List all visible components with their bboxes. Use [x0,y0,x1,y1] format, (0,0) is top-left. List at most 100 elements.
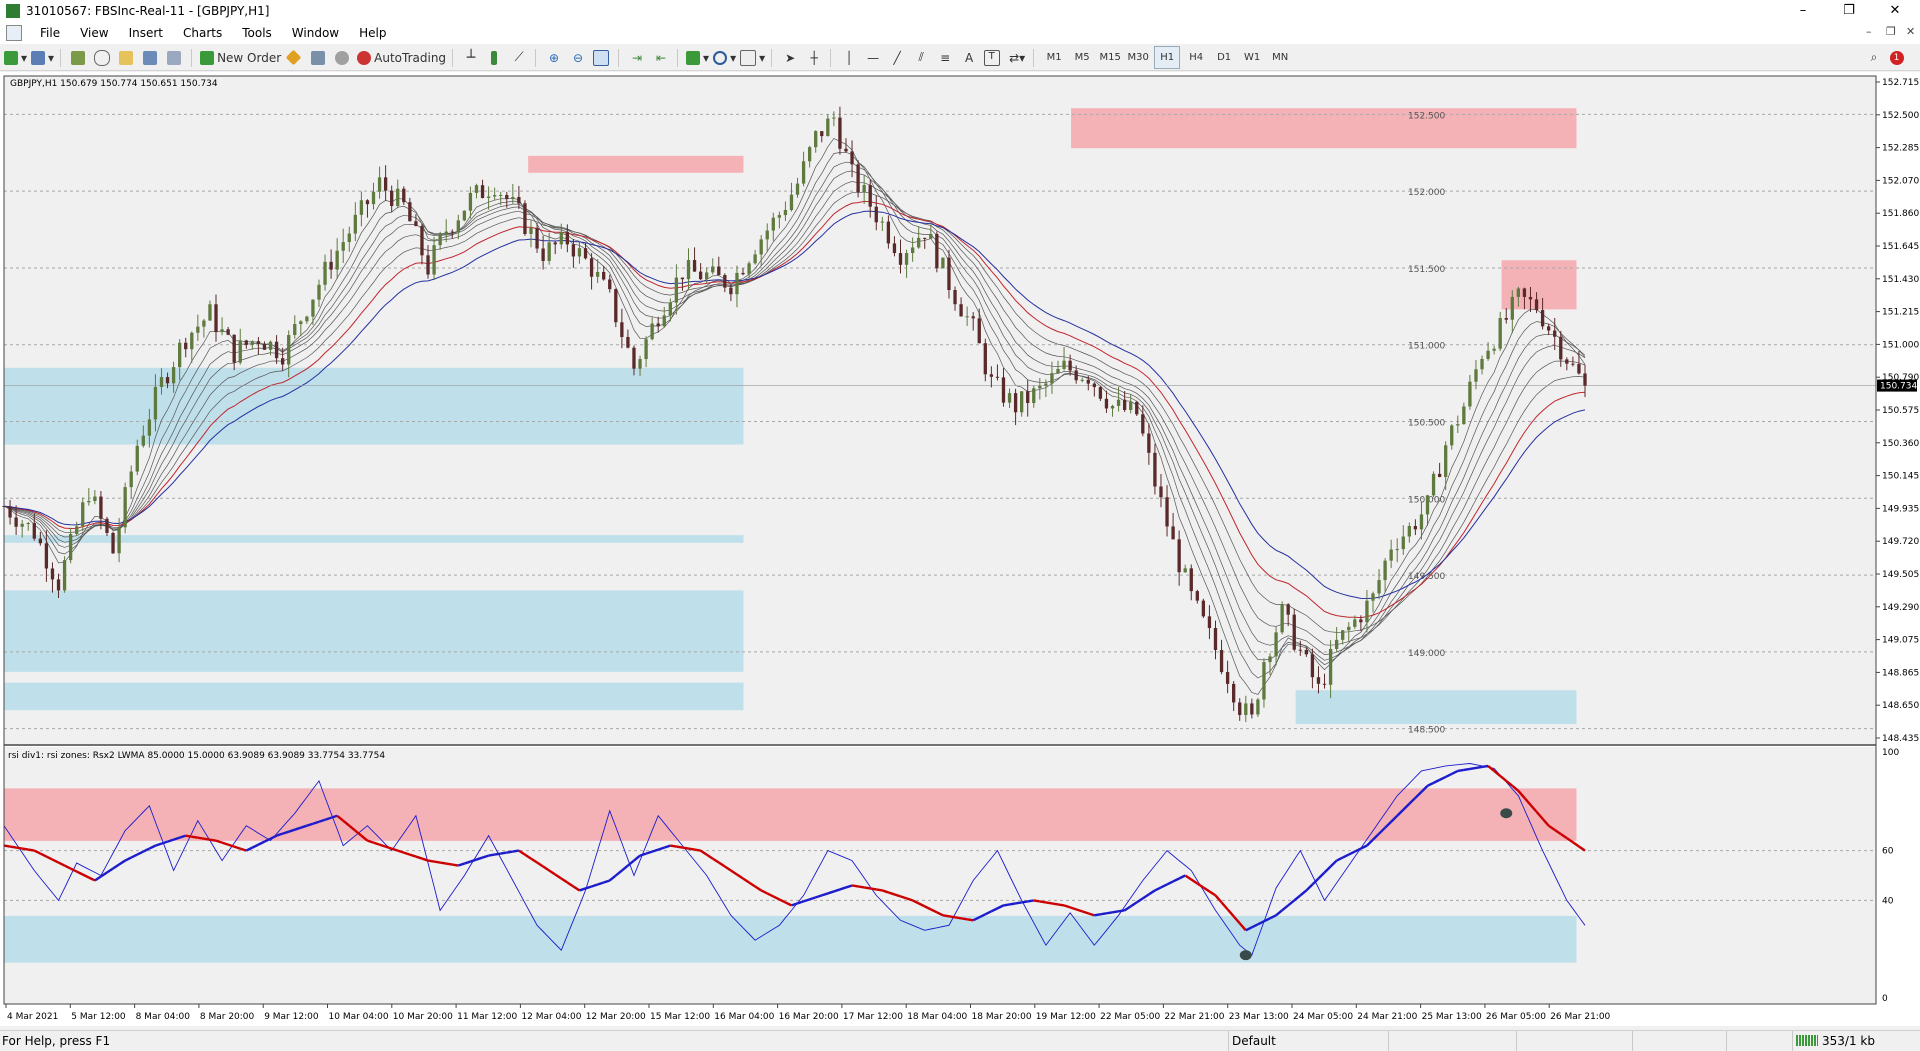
timeframe-m5[interactable]: M5 [1074,52,1090,63]
bear-candle [1141,414,1145,434]
status-help-text: For Help, press F1 [2,1034,111,1048]
timeframe-d1[interactable]: D1 [1217,52,1232,63]
bear-candle [1540,310,1545,327]
navigator-icon[interactable] [93,47,113,68]
search-icon[interactable]: ⌕ [1870,50,1878,64]
rsx-slow-segment [239,847,247,852]
menu-charts[interactable]: Charts [183,26,223,40]
bear-candle [402,188,406,203]
zoom-out-icon[interactable]: ⊖ [573,50,584,65]
bull-candle [474,185,479,193]
new-chart-icon[interactable]: ▾ [4,47,27,68]
chart-canvas[interactable]: 152.500152.000151.500151.000150.500150.0… [0,72,1920,1026]
autotrading-button[interactable]: AutoTrading [357,47,446,68]
new-order-button[interactable]: New Order [200,47,281,68]
crosshair-icon[interactable]: ┼ [810,50,818,65]
bear-candle [1177,539,1181,573]
rsx-slow-segment [542,865,550,872]
timeframe-w1[interactable]: W1 [1244,52,1261,63]
bear-candle [1098,387,1103,399]
terminal-icon[interactable] [141,47,161,68]
menu-tools[interactable]: Tools [242,26,272,40]
mdi-close-button[interactable]: ✕ [1906,25,1916,38]
rsx-slow-segment [1372,832,1380,841]
bull-candle [62,560,67,591]
rsx-slow-segment [391,847,399,852]
rsx-slow-segment [1021,900,1028,904]
rsx-slow-segment [754,885,762,892]
rsx-slow-segment [827,890,835,895]
close-button[interactable]: ✕ [1889,3,1901,18]
menu-view[interactable]: View [80,26,109,40]
vertical-line-icon[interactable]: │ [845,50,853,65]
text-icon[interactable]: A [965,50,974,65]
cursor-icon[interactable]: ➤ [785,50,796,65]
profiles-icon[interactable]: ▾ [31,47,54,68]
line-chart-icon[interactable]: ⟋ [514,50,524,65]
strategy-tester-icon[interactable] [165,47,185,68]
vps-icon[interactable] [333,47,353,68]
mdi-restore-button[interactable]: ❐ [1886,25,1896,38]
bull-candle [93,496,97,501]
menu-insert[interactable]: Insert [128,26,163,40]
bull-candle [335,250,339,270]
arrows-icon[interactable]: ⇄▾ [1009,50,1026,65]
zoom-in-icon[interactable]: ⊕ [549,50,560,65]
price-axis-label: 150.360 [1882,439,1919,449]
bar-chart-icon[interactable]: ┴ [466,49,476,66]
rsx-slow-segment [1547,824,1556,831]
rsx-slow-segment [1360,844,1368,850]
tile-windows-icon[interactable] [592,47,612,68]
bull-candle [359,200,364,215]
indicators-icon[interactable]: ▾ [686,47,709,68]
candlestick-icon[interactable] [485,47,505,68]
menu-window[interactable]: Window [291,26,340,40]
horizontal-line-icon[interactable]: — [867,50,880,65]
rsx-slow-segment [142,847,150,853]
chart-shift-icon[interactable]: ⇤ [656,50,667,65]
menu-help[interactable]: Help [359,26,387,40]
supply-zone [1501,260,1577,310]
metaeditor-icon[interactable] [285,47,305,68]
rsx-slow-segment [639,852,647,857]
templates-icon[interactable]: ▾ [740,47,765,68]
timeframe-h1[interactable]: H1 [1154,46,1181,69]
auto-scroll-icon[interactable]: ⇥ [632,50,643,65]
timeframe-m30[interactable]: M30 [1127,52,1149,63]
market-watch-icon[interactable] [69,47,89,68]
equidistant-channel-icon[interactable]: ⫽ [918,50,924,64]
user-notification-icon[interactable]: 1 [1888,47,1908,68]
rsx-slow-segment [354,829,363,837]
current-price-tag [1877,379,1917,392]
bear-candle [44,543,49,569]
trendline-icon[interactable]: ╱ [893,50,901,65]
rsx-slow-segment [457,862,465,867]
bear-candle [868,185,872,207]
rsx-slow-segment [1130,901,1138,908]
bull-candle [1486,350,1490,359]
data-window-icon[interactable] [117,47,137,68]
minimize-button[interactable]: – [1799,3,1807,18]
bull-candle [208,304,212,321]
maximize-button[interactable]: ❐ [1843,3,1855,18]
rsx-slow-segment [209,838,217,842]
timeframe-h4[interactable]: H4 [1189,52,1204,63]
bull-candle [1377,580,1381,594]
timeframe-m15[interactable]: M15 [1099,52,1121,63]
chart-window-icon[interactable] [6,25,22,41]
signals-icon[interactable] [309,47,329,68]
periods-icon[interactable]: ▾ [713,47,736,68]
indicator-panel[interactable] [4,747,1876,1004]
text-label-icon[interactable]: T [983,47,1003,68]
rsx-slow-segment [1154,886,1162,892]
menu-file[interactable]: File [40,26,61,40]
chart-window[interactable]: 152.500152.000151.500151.000150.500150.0… [0,72,1920,1026]
bull-candle [87,500,91,503]
fibonacci-icon[interactable]: ≡ [940,50,951,65]
rsx-slow-segment [960,917,968,921]
bull-candle [1474,369,1478,382]
timeframe-mn[interactable]: MN [1272,52,1289,63]
mdi-minimize-button[interactable]: – [1866,25,1872,38]
rsx-slow-segment [482,854,489,859]
timeframe-m1[interactable]: M1 [1046,52,1062,63]
